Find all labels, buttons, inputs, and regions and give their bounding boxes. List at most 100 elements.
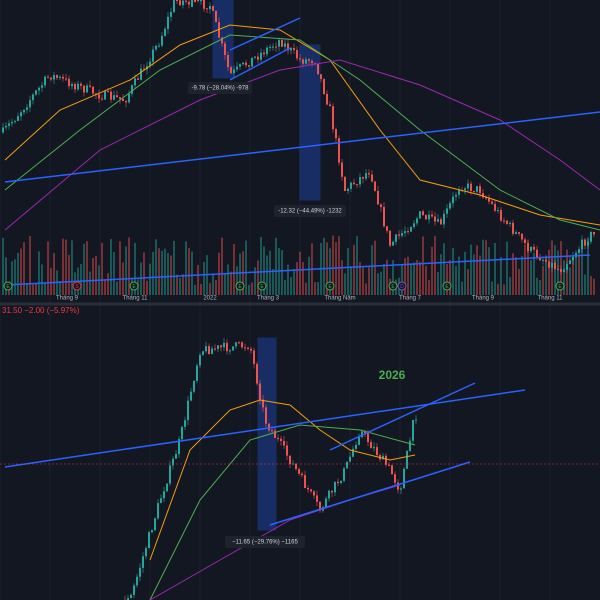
candle-body <box>344 176 346 191</box>
candle-body <box>2 127 4 133</box>
candle-body <box>298 469 300 474</box>
volume-bar <box>458 256 460 295</box>
candle-body <box>83 85 85 93</box>
candle-body <box>221 37 223 44</box>
volume-bar <box>44 283 46 295</box>
volume-bar <box>485 240 487 295</box>
candle-body <box>308 59 310 61</box>
volume-bar <box>227 264 229 295</box>
volume-bar <box>473 254 475 295</box>
candle-body <box>304 475 306 489</box>
measure-label-box <box>274 205 346 217</box>
volume-bar <box>221 237 223 295</box>
volume-bar <box>275 237 277 295</box>
volume-bar <box>557 250 559 295</box>
volume-bar <box>533 253 535 295</box>
grid <box>0 0 551 600</box>
volume-bar <box>431 246 433 295</box>
candle-body <box>278 40 280 47</box>
candle-body <box>299 58 301 60</box>
volume-bar <box>86 241 88 295</box>
volume-bar <box>338 236 340 295</box>
candle-body <box>311 60 313 64</box>
candle-body <box>47 76 49 78</box>
candle-body <box>488 198 490 202</box>
candle-body <box>197 0 199 1</box>
volume-bar <box>260 237 262 295</box>
event-badge-label: S <box>75 284 79 290</box>
volume-bar <box>230 271 232 295</box>
candle-body <box>377 190 379 205</box>
candle-body <box>521 233 523 240</box>
candle-body <box>134 78 136 86</box>
candle-body <box>185 0 187 2</box>
candle-body <box>274 430 276 438</box>
volume-bar <box>578 255 580 295</box>
candle-body <box>503 220 505 222</box>
candle-body <box>437 219 439 222</box>
volume-bar <box>365 283 367 295</box>
candle-body <box>347 188 349 191</box>
volume-bar <box>401 264 403 295</box>
trendline <box>229 17 301 51</box>
candle-body <box>325 498 327 508</box>
volume-bar <box>167 252 169 295</box>
candle-body <box>452 196 454 204</box>
volume-bar <box>581 239 583 295</box>
candle-body <box>215 10 217 23</box>
volume-bar <box>407 256 409 295</box>
volume-bar <box>38 251 40 295</box>
volume-bar <box>68 254 70 295</box>
candle-body <box>158 45 160 47</box>
candle-body <box>470 183 472 191</box>
candle-body <box>289 455 291 465</box>
candle-body <box>188 1 190 5</box>
candle-body <box>370 442 372 449</box>
volume-bar <box>149 263 151 295</box>
candle-body <box>388 464 390 466</box>
measure-label: -12.32 (−44.49%) -1232 <box>278 209 342 215</box>
trendline <box>269 461 471 526</box>
ma-orange <box>149 399 416 561</box>
event-badge <box>3 281 13 291</box>
volume-bar <box>2 237 4 295</box>
candle-body <box>500 210 502 221</box>
trendline <box>229 47 291 81</box>
ma-orange <box>4 24 600 226</box>
candle-body <box>293 48 295 51</box>
candle-body <box>277 437 279 439</box>
x-axis-label: Tháng 11 <box>123 296 149 302</box>
volume-bar <box>371 245 373 295</box>
candle-body <box>287 43 289 51</box>
event-badge <box>442 281 452 291</box>
candle-body <box>130 594 132 599</box>
candle-body <box>196 365 198 381</box>
candle-body <box>257 56 259 60</box>
candle-body <box>143 68 145 70</box>
candle-body <box>482 193 484 198</box>
candle-body <box>350 182 352 189</box>
event-badge <box>555 281 565 291</box>
volume-bar <box>176 274 178 295</box>
volume-bar <box>248 284 250 295</box>
candle-body <box>569 260 571 265</box>
volume-bar <box>80 264 82 295</box>
candle-body <box>235 342 237 347</box>
candle-body <box>449 203 451 209</box>
volume-bar <box>53 253 55 295</box>
candle-body <box>77 83 79 90</box>
event-badge <box>72 281 82 291</box>
candle-body <box>241 342 243 348</box>
candle-body <box>413 223 415 228</box>
candle-body <box>367 433 369 443</box>
candle-body <box>296 50 298 59</box>
trendline <box>329 382 476 451</box>
volume-bar <box>101 242 103 295</box>
candle-body <box>68 78 70 87</box>
candle-body <box>232 346 234 351</box>
volume-bar <box>236 266 238 295</box>
candle-body <box>139 567 141 577</box>
candle-body <box>497 210 499 212</box>
candle-body <box>371 174 373 182</box>
